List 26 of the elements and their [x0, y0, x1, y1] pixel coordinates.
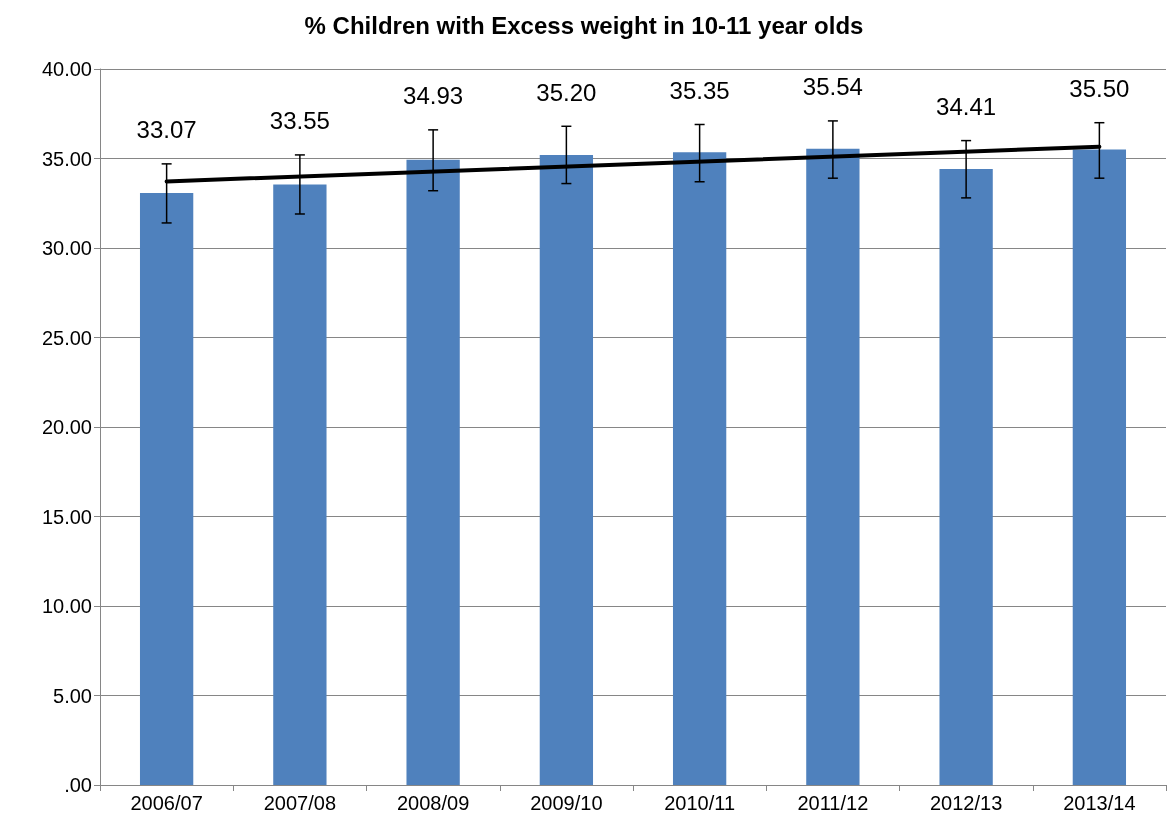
data-label: 35.50	[1069, 75, 1130, 103]
x-tick-label: 2011/12	[797, 792, 869, 814]
chart-title: % Children with Excess weight in 10-11 year olds	[304, 11, 864, 39]
data-label: 35.35	[669, 76, 730, 104]
data-label: 35.54	[802, 73, 863, 101]
data-label: 33.07	[136, 116, 197, 144]
x-tick-label: 2010/11	[664, 792, 736, 814]
x-tick-label: 2007/08	[263, 792, 337, 814]
y-tick-label: 25.00	[41, 326, 92, 349]
x-tick-label: 2009/10	[530, 792, 603, 814]
y-tick-label: 35.00	[41, 147, 92, 170]
y-tick-label: 20.00	[41, 416, 92, 438]
data-label: 33.55	[269, 107, 330, 135]
data-label: 35.20	[536, 78, 597, 106]
y-tick-label: 15.00	[41, 505, 92, 528]
data-label: 34.93	[403, 82, 464, 110]
x-tick-label: 2006/07	[130, 792, 203, 814]
y-tick-label: 5.00	[53, 684, 92, 707]
y-tick-label: 30.00	[41, 237, 92, 259]
y-tick-label: 10.00	[41, 595, 92, 617]
x-tick-label: 2013/14	[1063, 792, 1136, 814]
x-tick-label: 2008/09	[396, 792, 470, 814]
y-tick-label: .00	[64, 774, 92, 796]
x-tick-label: 2012/13	[929, 792, 1003, 814]
y-tick-label: 40.00	[41, 58, 92, 80]
data-label: 34.41	[936, 93, 997, 121]
